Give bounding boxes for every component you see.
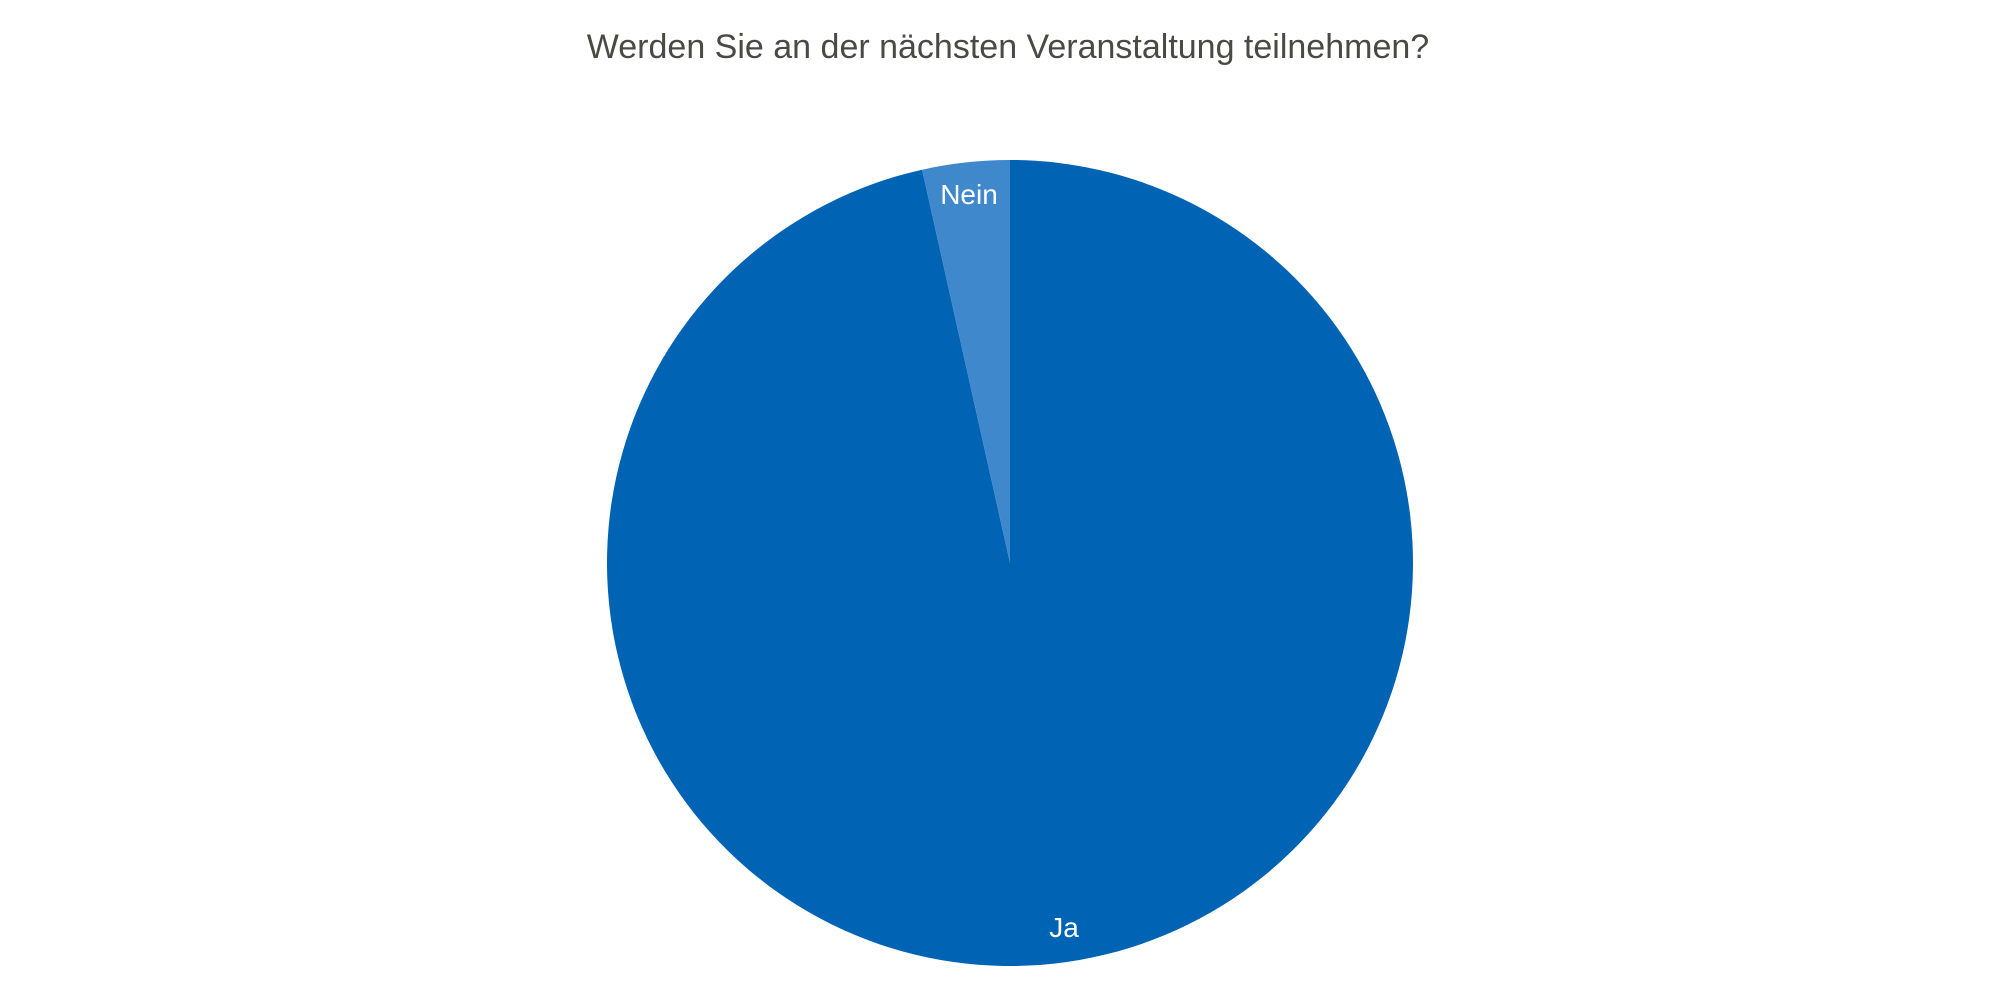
- chart-title: Werden Sie an der nächsten Veranstaltung…: [586, 28, 1430, 66]
- pie-label-ja: Ja: [1049, 912, 1079, 943]
- pie-slice-nein: [922, 160, 1010, 563]
- pie-labels: Ja Nein: [940, 179, 1079, 943]
- pie-slice-ja: [607, 160, 1414, 966]
- pie-slices: [607, 160, 1414, 966]
- pie-label-nein: Nein: [940, 179, 998, 210]
